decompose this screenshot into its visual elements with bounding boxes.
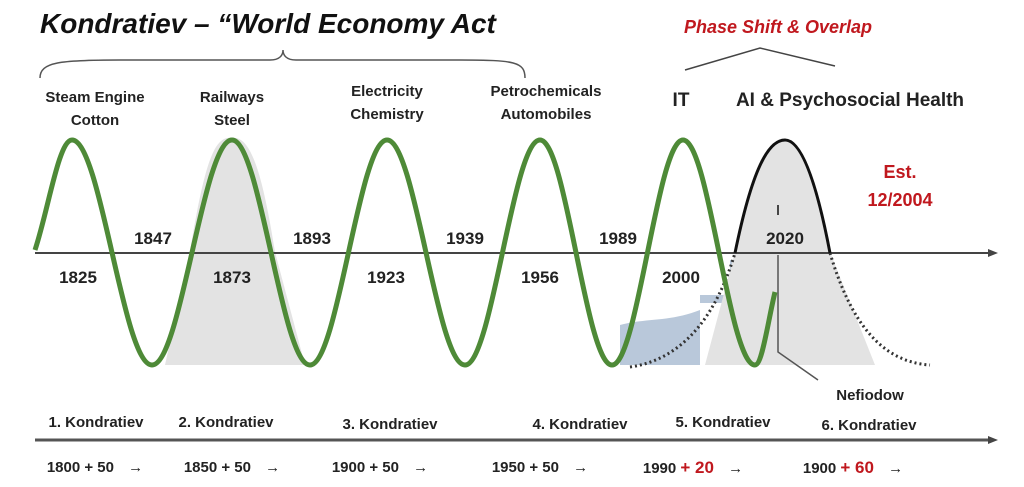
period-span: 1900 + 50 → xyxy=(332,456,428,479)
arrow-right-icon: → xyxy=(409,459,429,476)
span-plus: + 50 xyxy=(369,459,399,476)
arrow-right-icon: → xyxy=(883,460,904,477)
estimate-label: Est. 12/2004 xyxy=(867,158,932,214)
nefiodow-label: Nefiodow xyxy=(836,387,904,404)
year-below: 1923 xyxy=(367,268,405,287)
tech-label-2: Railways Steel xyxy=(200,86,264,132)
phase-shift-label: Phase Shift & Overlap xyxy=(683,17,873,37)
estimate-line: Est. xyxy=(883,162,917,182)
wave-label-4: 4. Kondratiev xyxy=(532,416,628,433)
span-plus: + 50 xyxy=(221,459,251,476)
span-base: 1800 xyxy=(46,459,85,476)
tech-line: Steel xyxy=(214,112,250,129)
tech-line: Automobiles xyxy=(500,106,592,123)
year-above: 1893 xyxy=(293,229,331,248)
year-below: 2000 xyxy=(662,268,700,287)
span-plus: + 50 xyxy=(529,459,559,476)
period-span: 1850 + 50 → xyxy=(184,456,280,479)
year-above: 1939 xyxy=(446,229,484,248)
nefiodow-line xyxy=(777,255,819,381)
arrow-right-icon: → xyxy=(261,459,281,476)
span-plus: + 60 xyxy=(840,458,874,477)
arrow-right-icon: → xyxy=(569,459,589,476)
tech-line: Chemistry xyxy=(350,106,424,123)
span-base: 1950 xyxy=(491,459,530,476)
year-below: 1825 xyxy=(59,268,97,287)
arrow-right-icon: → xyxy=(124,459,144,476)
year-above: 2020 xyxy=(766,229,804,248)
shade-wave-2 xyxy=(165,137,305,365)
wave-label-5: 5. Kondratiev xyxy=(675,414,771,431)
arrow-right-icon: → xyxy=(723,460,744,477)
period-axis-arrow xyxy=(988,436,998,444)
phase-lines xyxy=(684,47,836,71)
wave-6-curve xyxy=(733,138,832,254)
tech-label-5: IT xyxy=(672,90,690,111)
period-span: 1990 + 20 → xyxy=(643,456,743,480)
wave-label-3: 3. Kondratiev xyxy=(342,416,438,433)
span-base: 1900 xyxy=(802,460,841,477)
tech-label-1: Steam Engine Cotton xyxy=(45,86,144,132)
estimate-line: 12/2004 xyxy=(867,190,933,210)
wave-6-dotted-left xyxy=(629,252,737,369)
time-axis-arrow xyxy=(988,249,998,257)
span-plus: + 50 xyxy=(84,459,114,476)
tech-line: Electricity xyxy=(351,83,423,100)
wave-label-2: 2. Kondratiev xyxy=(178,414,274,431)
kondratiev-wave xyxy=(32,137,778,368)
page-title: Kondratiev – “World Economy Act xyxy=(40,8,496,39)
tech-line: Steam Engine xyxy=(45,89,145,106)
period-span: 1800 + 50 → xyxy=(47,456,143,479)
period-span: 1950 + 50 → xyxy=(492,456,588,479)
shade-blue-bar xyxy=(700,295,740,303)
year-below: 1956 xyxy=(521,268,559,287)
year-above: 1847 xyxy=(134,229,172,248)
tech-line: Railways xyxy=(199,89,265,106)
tech-label-3: Electricity Chemistry xyxy=(350,80,423,126)
title-brace xyxy=(39,49,526,79)
span-base: 1900 xyxy=(331,459,370,476)
wave-label-1: 1. Kondratiev xyxy=(48,414,144,431)
wave-label-6: 6. Kondratiev xyxy=(821,417,917,434)
tech-line: Petrochemicals xyxy=(490,83,602,100)
span-base: 1850 xyxy=(183,459,222,476)
year-below: 1873 xyxy=(213,268,251,287)
year-above: 1989 xyxy=(599,229,637,248)
tech-line: Cotton xyxy=(70,112,120,129)
period-span: 1900 + 60 → xyxy=(803,456,903,480)
tech-label-6: AI & Psychosocial Health xyxy=(735,90,965,111)
tech-label-4: Petrochemicals Automobiles xyxy=(491,80,602,126)
shade-blue-left xyxy=(620,310,700,365)
span-plus: + 20 xyxy=(680,458,714,477)
span-base: 1990 xyxy=(642,460,681,477)
